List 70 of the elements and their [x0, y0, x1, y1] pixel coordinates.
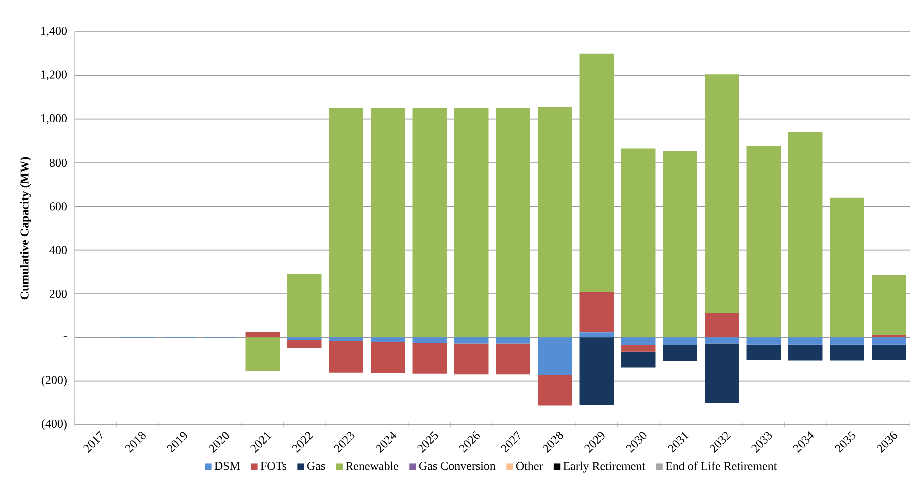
bar [538, 107, 572, 338]
bar [329, 108, 364, 338]
bar [246, 332, 280, 338]
bar [705, 338, 740, 344]
bar [580, 338, 614, 406]
y-tick-label: (200) [42, 376, 67, 387]
bar [622, 345, 656, 352]
bar [872, 338, 906, 345]
bar [663, 150, 698, 338]
bar [746, 146, 781, 338]
bar [538, 375, 572, 406]
legend-label: DSM [214, 462, 240, 470]
bar [746, 344, 781, 360]
bar [872, 275, 906, 336]
bar [454, 338, 489, 344]
bar [329, 340, 364, 373]
bar [412, 343, 447, 374]
y-tick-label: 400 [50, 246, 67, 254]
bar [454, 344, 489, 375]
bar [830, 344, 864, 361]
bar [288, 338, 322, 341]
bar [788, 344, 823, 361]
bar [663, 345, 698, 362]
bar [246, 338, 280, 372]
legend-label: Gas [307, 462, 326, 470]
legend-label: End of Life Retirement [666, 462, 778, 470]
bar [830, 338, 864, 345]
bar [371, 108, 406, 338]
bar [412, 338, 447, 344]
bar [705, 313, 740, 338]
bar [454, 108, 489, 338]
bar [538, 338, 572, 375]
bar [872, 335, 906, 338]
bar [622, 338, 656, 346]
bar [329, 338, 364, 341]
bar [872, 344, 906, 360]
bar [663, 338, 698, 346]
bar [830, 198, 864, 338]
bar [622, 148, 656, 338]
legend-label: Gas Conversion [419, 462, 496, 470]
bar [371, 338, 406, 342]
bar [705, 344, 740, 404]
y-tick-label: - [64, 336, 68, 337]
y-tick-label: 800 [50, 158, 67, 168]
y-tick-label: 1,200 [41, 70, 67, 81]
bar [746, 338, 781, 345]
bar [580, 292, 614, 333]
bar [705, 74, 740, 314]
bar [496, 108, 530, 338]
bar [288, 274, 322, 338]
bar [622, 352, 656, 368]
legend-label: Renewable [346, 462, 399, 470]
legend-label: Other [516, 462, 544, 470]
y-axis-title: Cumulative Capacity (MW) [20, 157, 32, 300]
y-tick-label: 600 [50, 202, 67, 211]
bar [580, 54, 614, 292]
y-tick-label: 1,400 [41, 27, 67, 37]
bar [412, 108, 447, 338]
bar [788, 338, 823, 345]
bar [788, 132, 823, 338]
y-tick-label: (400) [42, 420, 67, 430]
bar [580, 332, 614, 338]
legend-label: FOTs [260, 462, 287, 470]
bar [496, 344, 530, 375]
legend-label: Early Retirement [564, 462, 646, 473]
bar [496, 338, 530, 344]
bar [288, 340, 322, 348]
bar [371, 342, 406, 374]
y-tick-label: 1,000 [41, 114, 67, 124]
y-tick-label: 200 [50, 290, 67, 298]
